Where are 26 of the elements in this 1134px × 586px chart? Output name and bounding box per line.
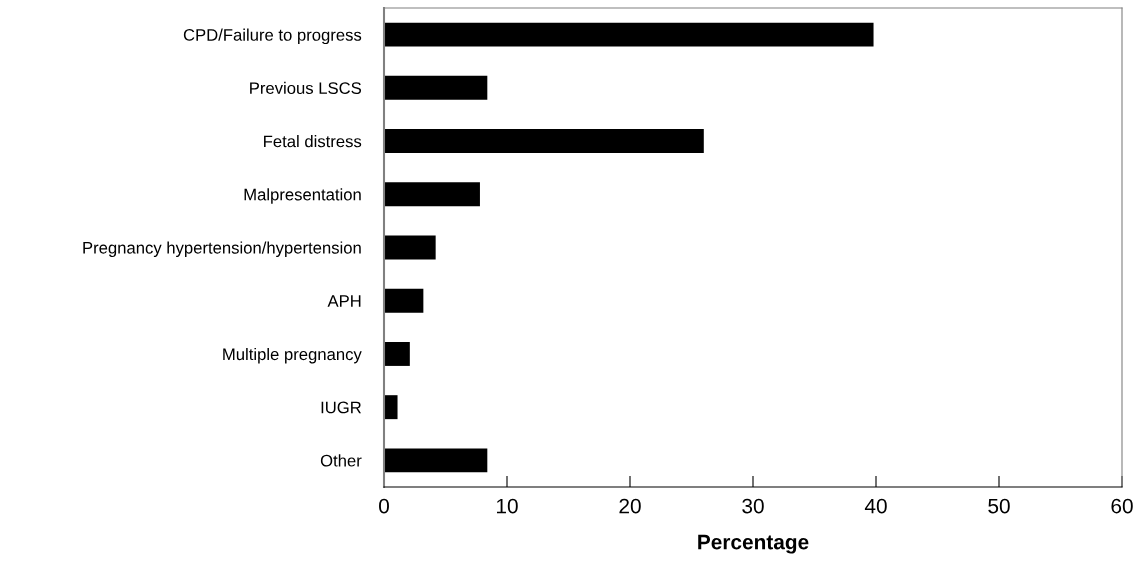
bar xyxy=(384,395,398,420)
x-tick-label: 60 xyxy=(1111,498,1133,514)
bar xyxy=(384,129,704,154)
y-tick-label: APH xyxy=(327,295,361,307)
bar xyxy=(384,448,488,473)
y-tick-label: Malpresentation xyxy=(244,188,361,204)
y-tick-label: Multiple pregnancy xyxy=(223,347,362,364)
y-tick-label: IUGR xyxy=(321,401,361,414)
x-tick-label: 20 xyxy=(619,498,641,514)
y-tick-label: Fetal distress xyxy=(264,135,362,148)
bar xyxy=(384,341,410,366)
x-axis-title: Percentage xyxy=(698,534,809,554)
bar xyxy=(384,22,874,47)
x-tick-label: 0 xyxy=(379,498,389,514)
bar xyxy=(384,182,480,207)
bar xyxy=(384,75,488,100)
x-tick-label: 40 xyxy=(864,498,887,514)
y-tick-label: CPD/Failure to progress xyxy=(183,28,362,45)
bar xyxy=(384,235,436,260)
x-tick-label: 30 xyxy=(742,498,764,514)
x-tick-label: 50 xyxy=(988,498,1010,514)
bar xyxy=(384,288,424,313)
x-tick-label: 10 xyxy=(497,498,518,514)
y-tick-label: Previous LSCS xyxy=(250,81,362,95)
y-tick-label: Other xyxy=(320,454,362,467)
y-tick-label: Pregnancy hypertension/hypertension xyxy=(83,241,361,257)
